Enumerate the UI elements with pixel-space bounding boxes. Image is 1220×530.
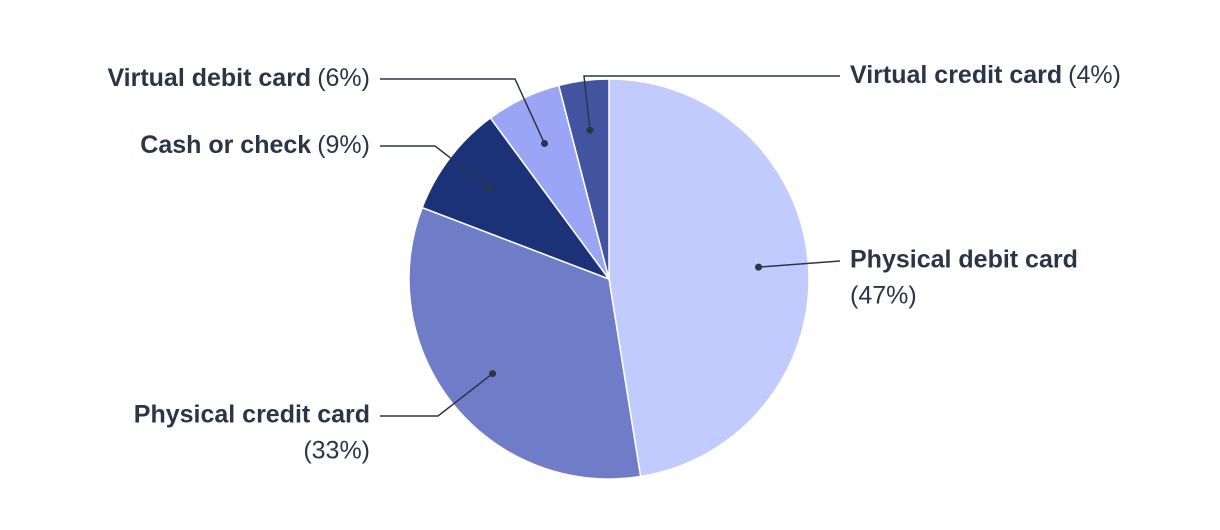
pie-slice (557, 78, 610, 280)
leader-line (583, 75, 840, 131)
category-label: Cash or check (140, 131, 311, 159)
leader-line (380, 145, 491, 189)
leader-dot (489, 370, 497, 378)
category-label: Virtual debit card (107, 64, 311, 92)
pie-slice (408, 206, 642, 480)
value-label: (9%) (317, 131, 370, 159)
leader-line (380, 372, 494, 417)
leader-dot (486, 184, 494, 192)
value-label: (4%) (1068, 61, 1121, 89)
category-label: Virtual credit card (850, 61, 1062, 89)
leader-dot (586, 126, 594, 134)
value-label: (33%) (303, 437, 370, 465)
category-label: Physical credit card (134, 401, 370, 429)
value-label: (6%) (317, 64, 370, 92)
slice-label: Virtual credit card (4%) (850, 61, 1121, 89)
value-label: (47%) (850, 282, 917, 310)
leader-line (380, 78, 546, 144)
leader-dot (755, 263, 763, 271)
leader-dot (541, 140, 549, 148)
category-label: Physical debit card (850, 246, 1078, 274)
leader-line (758, 260, 841, 268)
pie-slice (608, 78, 810, 478)
slice-label: Virtual debit card (6%) (107, 64, 370, 92)
slice-label: Cash or check (9%) (140, 131, 370, 159)
